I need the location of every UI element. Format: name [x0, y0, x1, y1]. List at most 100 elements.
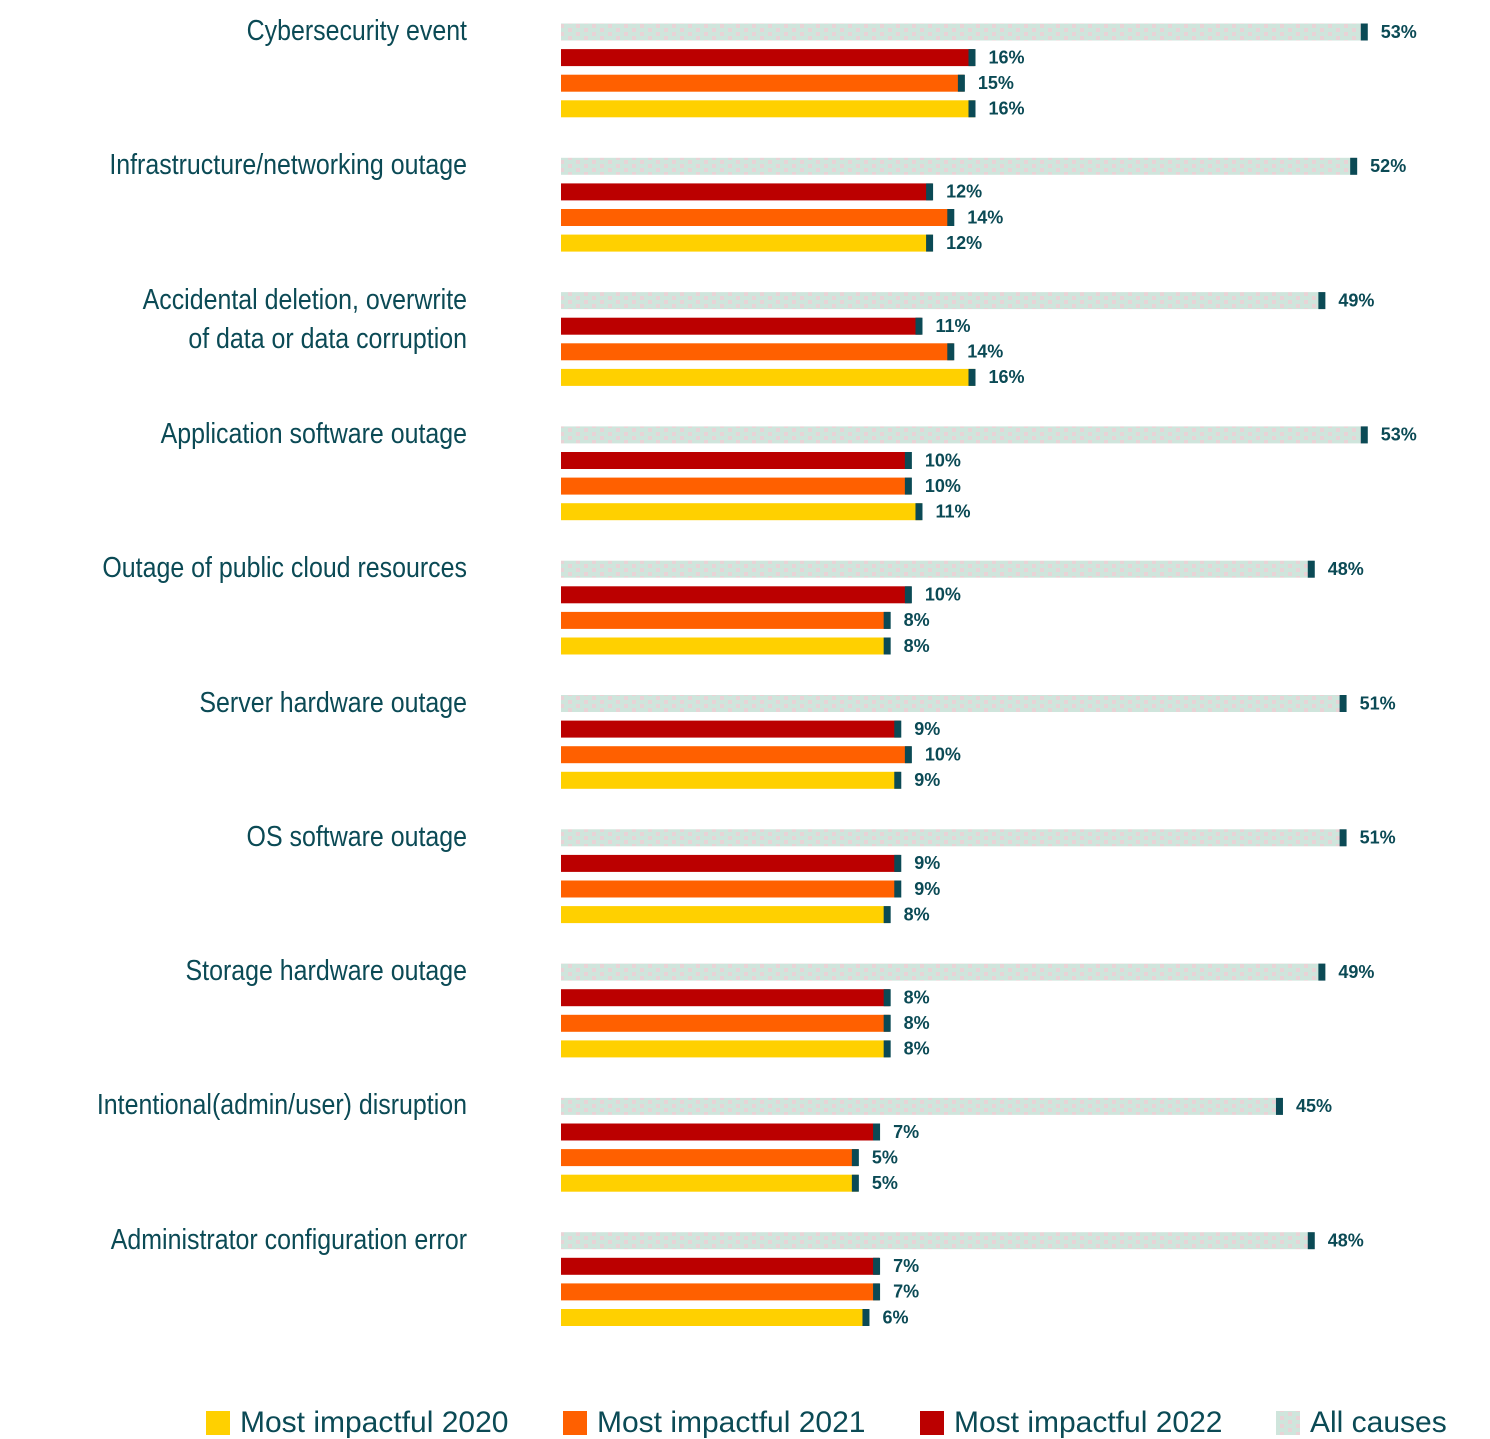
bar	[561, 426, 1367, 444]
bar-tip	[904, 452, 912, 469]
bar-tip	[883, 989, 891, 1007]
bar-tip	[1360, 426, 1368, 444]
value-label: 9%	[914, 770, 940, 790]
category-label: Outage of public cloud resources	[102, 552, 467, 585]
value-label: 8%	[904, 987, 930, 1007]
bar	[561, 292, 1325, 310]
bar	[561, 1123, 880, 1141]
value-label: 8%	[904, 1039, 930, 1059]
bar	[561, 586, 911, 604]
bar-tip	[883, 1040, 891, 1058]
bar	[561, 452, 911, 469]
bar	[561, 343, 954, 361]
bar-tip	[1307, 1232, 1315, 1250]
value-label: 53%	[1381, 425, 1417, 445]
bar-tip	[968, 49, 976, 67]
value-label: 8%	[904, 636, 930, 656]
bar	[561, 503, 922, 521]
legend-swatch	[920, 1411, 944, 1435]
value-label: 14%	[967, 342, 1003, 362]
bar	[561, 1014, 890, 1032]
value-label: 48%	[1328, 1230, 1364, 1250]
value-label: 10%	[925, 476, 961, 496]
value-label: 16%	[988, 47, 1024, 67]
bar-tip	[883, 906, 891, 924]
bar	[561, 906, 890, 924]
bar-tip	[968, 368, 976, 386]
bar	[561, 637, 890, 655]
value-label: 14%	[967, 207, 1003, 227]
bar-tip	[851, 1174, 859, 1192]
bar-tip	[873, 1257, 881, 1275]
legend-swatch	[206, 1411, 230, 1435]
value-label: 48%	[1328, 559, 1364, 579]
value-label: 11%	[935, 501, 970, 521]
bar	[561, 720, 901, 738]
bar-tip	[926, 234, 934, 252]
bar-tip	[883, 611, 891, 629]
category-label: Infrastructure/networking outage	[109, 149, 467, 182]
legend-swatch	[1276, 1411, 1300, 1435]
legend-label: Most impactful 2022	[954, 1406, 1222, 1439]
value-label: 51%	[1360, 828, 1396, 848]
category-label: Server hardware outage	[199, 686, 467, 719]
bar-tip	[904, 477, 912, 495]
bar	[561, 1149, 858, 1167]
value-label: 49%	[1338, 290, 1374, 310]
legend-label: Most impactful 2020	[240, 1406, 508, 1439]
category-label: Storage hardware outage	[185, 955, 467, 988]
value-label: 45%	[1296, 1096, 1332, 1116]
bar	[561, 1174, 858, 1192]
bar	[561, 963, 1325, 981]
bar-tip	[904, 746, 912, 764]
value-label: 10%	[925, 585, 961, 605]
bar	[561, 74, 964, 92]
bar-tip	[894, 771, 902, 789]
bar-tip	[926, 183, 934, 201]
value-label: 12%	[946, 233, 982, 253]
bar-tip	[873, 1123, 881, 1141]
bar	[561, 1232, 1314, 1250]
value-label: 7%	[893, 1282, 919, 1302]
bar	[561, 100, 975, 118]
bar-tip	[1318, 963, 1326, 981]
category-label: OS software outage	[246, 820, 467, 853]
bar	[561, 880, 901, 898]
bar-tip	[1339, 829, 1347, 847]
value-label: 9%	[914, 879, 940, 899]
value-label: 7%	[893, 1256, 919, 1276]
bar-tip	[1307, 560, 1315, 578]
category-label: Cybersecurity event	[246, 15, 467, 47]
bar	[561, 746, 911, 764]
bar	[561, 317, 922, 335]
bar	[561, 1097, 1282, 1115]
bar	[561, 157, 1357, 175]
bar-tip	[894, 720, 902, 738]
value-label: 51%	[1360, 693, 1396, 713]
value-label: 5%	[872, 1173, 898, 1193]
legend-label: Most impactful 2021	[597, 1406, 865, 1439]
value-label: 49%	[1338, 962, 1374, 982]
bar-tip	[947, 209, 955, 226]
legend-label: All causes	[1310, 1406, 1447, 1439]
bar	[561, 854, 901, 872]
legend-swatch	[563, 1411, 587, 1435]
bar	[561, 234, 933, 252]
bar	[561, 183, 933, 201]
bar	[561, 611, 890, 629]
bar-tip	[883, 637, 891, 655]
value-label: 6%	[882, 1307, 908, 1327]
value-label: 8%	[904, 904, 930, 924]
value-label: 52%	[1370, 156, 1406, 176]
bar	[561, 695, 1346, 712]
value-label: 12%	[946, 182, 982, 202]
bar-tip	[873, 1283, 881, 1301]
bar	[561, 1283, 880, 1301]
bar-tip	[947, 343, 955, 361]
bar-tip	[904, 586, 912, 604]
value-label: 8%	[904, 610, 930, 630]
bar	[561, 209, 954, 226]
bar	[561, 23, 1367, 41]
